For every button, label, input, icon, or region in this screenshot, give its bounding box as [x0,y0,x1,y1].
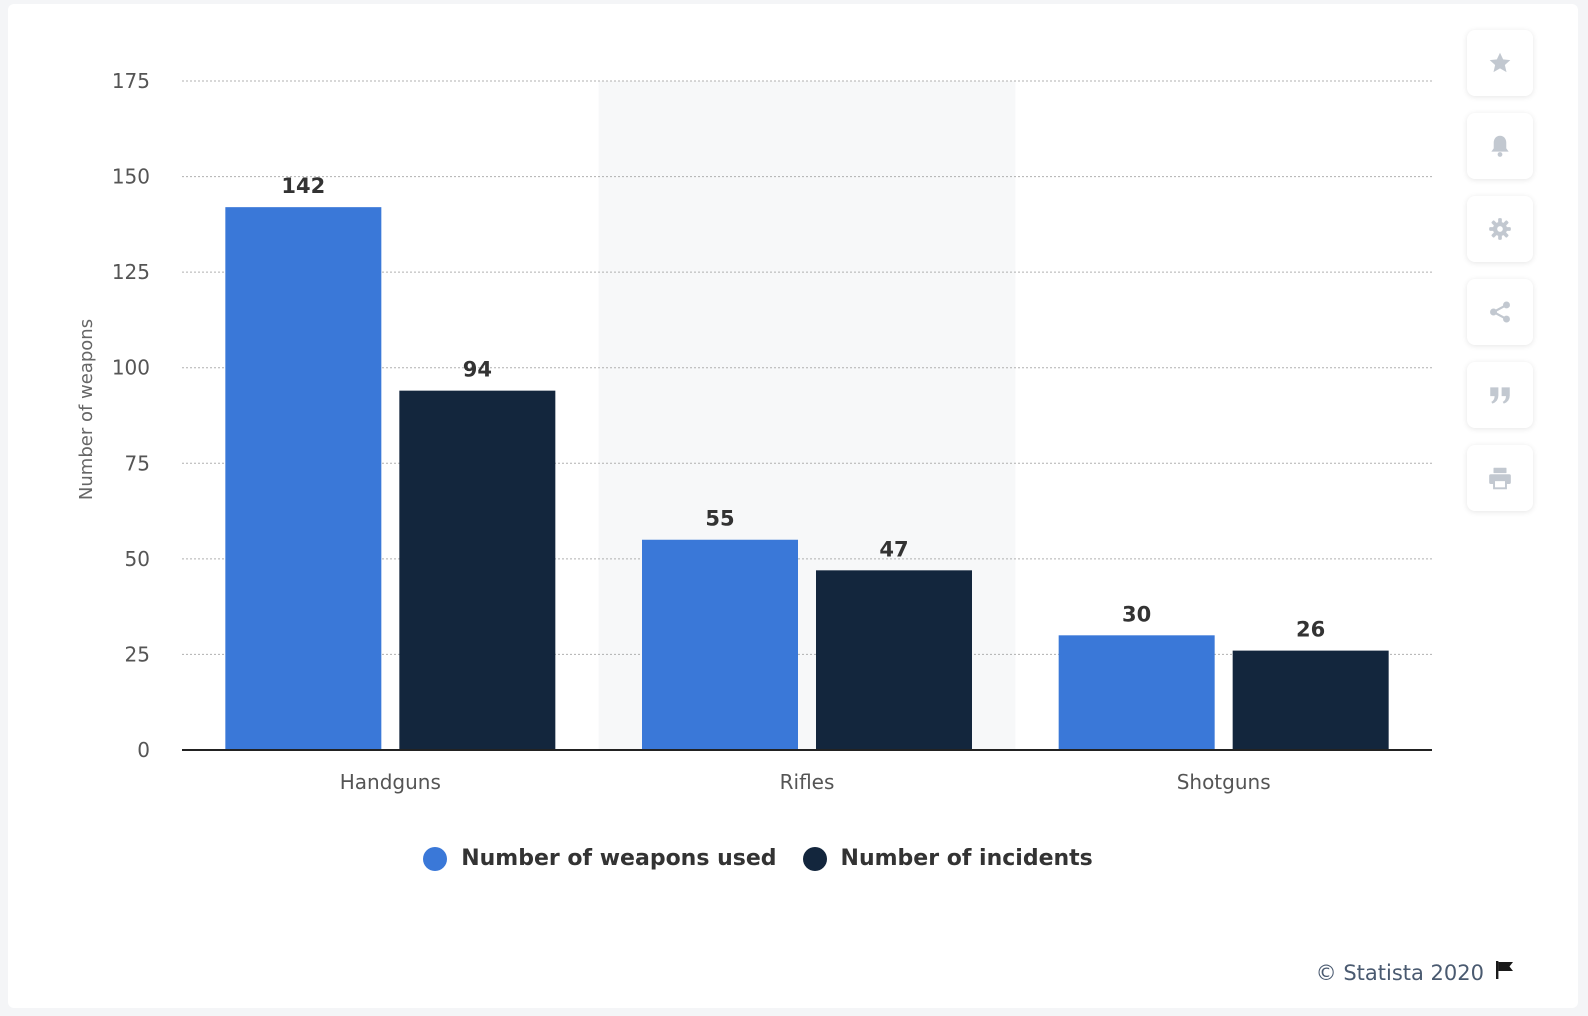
bar-shotguns-series-2[interactable] [1232,650,1389,750]
y-tick-label: 175 [112,69,150,93]
share-icon [1490,301,1510,323]
x-tick-label: Handguns [340,770,441,794]
data-label: 30 [1122,602,1151,626]
x-tick-label: Shotguns [1177,770,1271,794]
bar-chart: 0 25 50 75 100 125 150 175 Number of weapons 142 9… [76,69,1432,794]
data-label: 47 [879,537,908,561]
legend-label-weapons-used: Number of weapons used [461,846,777,871]
data-label: 142 [281,174,325,198]
quote-icon [1490,387,1510,404]
bar-rifles-series-2[interactable] [816,570,972,750]
chart-toolbar [1467,30,1535,528]
legend-item-incidents[interactable]: Number of incidents [802,846,1093,871]
settings-button[interactable] [1467,196,1533,262]
footer: © Statista 2020 [1316,960,1516,985]
chart-legend: Number of weapons used Number of inciden… [8,846,1508,871]
legend-item-weapons-used[interactable]: Number of weapons used [423,846,777,871]
star-icon [1489,52,1511,73]
gear-icon [1489,218,1511,240]
y-tick-label: 125 [112,260,150,284]
y-axis-title: Number of weapons [76,319,97,500]
bar-rifles-series-1[interactable] [642,539,798,750]
data-label: 55 [705,507,734,531]
notification-button[interactable] [1467,113,1533,179]
data-label: 94 [463,358,492,382]
bell-icon [1491,135,1509,157]
flag-icon[interactable] [1494,960,1516,985]
cite-button[interactable] [1467,362,1533,428]
y-tick-label: 0 [137,738,150,762]
statista-credit[interactable]: © Statista 2020 [1315,960,1484,985]
chart-card: 0 25 50 75 100 125 150 175 Number of weapons 142 9… [8,4,1578,1008]
y-tick-label: 100 [112,356,150,380]
y-tick-label: 50 [125,547,150,571]
y-tick-label: 25 [125,642,150,666]
bar-shotguns-series-1[interactable] [1058,635,1215,750]
share-button[interactable] [1467,279,1533,345]
bar-handguns-series-1[interactable] [225,207,382,750]
favorite-button[interactable] [1467,30,1533,96]
print-icon [1489,467,1511,490]
print-button[interactable] [1467,445,1533,511]
bar-handguns-series-2[interactable] [399,390,556,750]
x-tick-label: Rifles [780,770,835,794]
data-label: 26 [1296,618,1325,642]
y-tick-label: 75 [125,451,150,475]
y-tick-label: 150 [112,165,150,189]
legend-swatch-weapons-used [423,846,448,871]
legend-label-incidents: Number of incidents [840,846,1093,871]
legend-swatch-incidents [802,846,827,871]
